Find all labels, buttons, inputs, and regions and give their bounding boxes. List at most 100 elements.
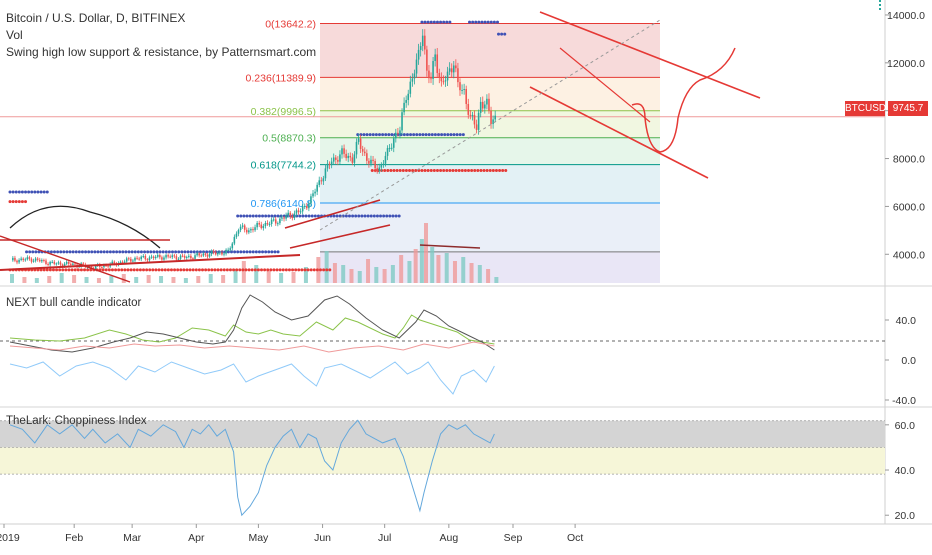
swing-high-dot bbox=[307, 214, 311, 218]
candle-body bbox=[231, 243, 234, 249]
swing-high-dot bbox=[443, 133, 447, 137]
swing-high-dot bbox=[436, 133, 440, 137]
swing-high-dot bbox=[139, 250, 143, 254]
volume-label[interactable]: Vol bbox=[6, 28, 23, 42]
candle-body bbox=[148, 257, 151, 261]
candle-body bbox=[270, 219, 273, 224]
swing-low-dot bbox=[207, 268, 211, 272]
candle-body bbox=[169, 256, 171, 258]
fib-level-label: 0.5(8870.3) bbox=[262, 133, 316, 145]
swing-high-dot bbox=[446, 133, 450, 137]
swing-high-dot bbox=[362, 133, 366, 137]
candle-body bbox=[268, 223, 271, 225]
candle-body bbox=[132, 260, 134, 262]
swing-high-dot bbox=[233, 250, 237, 254]
swing-high-dot bbox=[363, 214, 367, 218]
fib-level-label: 0(13642.2) bbox=[265, 19, 316, 31]
swing-high-dot bbox=[432, 20, 436, 24]
price-symbol-tag: BTCUSD bbox=[845, 101, 887, 116]
candle-body bbox=[262, 225, 265, 229]
swing-low-dot bbox=[297, 268, 301, 272]
swing-low-dot bbox=[445, 169, 449, 173]
swing-high-dot bbox=[236, 250, 240, 254]
candle-body bbox=[173, 255, 176, 257]
candle-body bbox=[130, 258, 132, 262]
swing-low-dot bbox=[476, 169, 480, 173]
swing-high-dot bbox=[369, 214, 373, 218]
candle-body bbox=[88, 266, 91, 268]
swing-low-dot bbox=[135, 268, 139, 272]
swing-high-dot bbox=[174, 250, 178, 254]
candle-body bbox=[473, 114, 476, 125]
candle-body bbox=[264, 223, 267, 226]
swing-low-dot bbox=[235, 268, 239, 272]
swing-high-dot bbox=[500, 32, 504, 36]
candle-body bbox=[455, 65, 457, 69]
candle-body bbox=[411, 78, 414, 82]
swing-low-dot bbox=[488, 169, 492, 173]
candle-body bbox=[363, 151, 366, 154]
candle-body bbox=[316, 184, 318, 192]
swing-high-dot bbox=[397, 214, 401, 218]
candle-body bbox=[467, 103, 470, 115]
candle-body bbox=[442, 81, 445, 83]
swing-high-dot bbox=[261, 250, 265, 254]
swing-low-dot bbox=[138, 268, 142, 272]
volume-bar bbox=[233, 269, 238, 283]
candle-body bbox=[138, 258, 140, 260]
fib-level-label: 0.382(9996.5) bbox=[251, 106, 316, 118]
swing-low-dot bbox=[39, 268, 43, 272]
swing-low-dot bbox=[216, 268, 220, 272]
candle-body bbox=[277, 223, 279, 225]
swing-high-dot bbox=[474, 20, 478, 24]
swing-high-dot bbox=[273, 250, 277, 254]
symbol-title[interactable]: Bitcoin / U.S. Dollar, D, BITFINEX bbox=[6, 11, 186, 25]
swing-high-dot bbox=[427, 133, 431, 137]
candle-body bbox=[188, 255, 190, 257]
candle-body bbox=[67, 261, 70, 264]
candle-body bbox=[484, 104, 486, 109]
swing-high-dot bbox=[390, 133, 394, 137]
chop-axis-label: 60.0 bbox=[895, 420, 916, 432]
candle-body bbox=[119, 261, 122, 264]
swing-high-dot bbox=[127, 250, 131, 254]
chop-band bbox=[0, 447, 885, 475]
swing-low-dot bbox=[485, 169, 489, 173]
swing-low-dot bbox=[275, 268, 279, 272]
swing-high-dot bbox=[301, 214, 305, 218]
candle-body bbox=[366, 153, 368, 161]
candle-body bbox=[308, 203, 310, 209]
candle-body bbox=[51, 261, 53, 263]
swing-low-dot bbox=[247, 268, 251, 272]
swing-low-dot bbox=[420, 169, 424, 173]
candle-body bbox=[299, 211, 302, 213]
candle-body bbox=[463, 89, 465, 91]
candle-body bbox=[30, 258, 33, 262]
candle-body bbox=[446, 71, 449, 81]
swing-high-dot bbox=[84, 250, 88, 254]
swing-high-dot bbox=[341, 214, 345, 218]
swing-high-dot bbox=[39, 190, 43, 194]
candle-body bbox=[208, 254, 211, 257]
volume-bar bbox=[424, 223, 428, 283]
swing-high-dot bbox=[347, 214, 351, 218]
price-tick-label: 8000.0 bbox=[893, 154, 925, 166]
chop-axis-label: 20.0 bbox=[895, 510, 916, 522]
swing-high-dot bbox=[381, 133, 385, 137]
swing-high-dot bbox=[133, 250, 137, 254]
swing-high-dot bbox=[267, 214, 271, 218]
candle-body bbox=[94, 265, 97, 269]
swing-high-dot bbox=[298, 214, 302, 218]
candle-body bbox=[32, 260, 35, 262]
swing-low-dot bbox=[479, 169, 483, 173]
time-tick-label: Mar bbox=[123, 532, 142, 544]
bull-indicator-title[interactable]: NEXT bull candle indicator bbox=[6, 297, 142, 309]
swing-high-dot bbox=[87, 250, 91, 254]
swing-low-dot bbox=[197, 268, 201, 272]
candle-body bbox=[440, 77, 443, 82]
swing-indicator-label[interactable]: Swing high low support & resistance, by … bbox=[6, 45, 317, 59]
chop-index-title[interactable]: TheLark: Choppiness Index bbox=[6, 415, 147, 427]
chop-index-line bbox=[9, 419, 495, 517]
candle-body bbox=[395, 132, 397, 139]
swing-high-dot bbox=[377, 133, 381, 137]
